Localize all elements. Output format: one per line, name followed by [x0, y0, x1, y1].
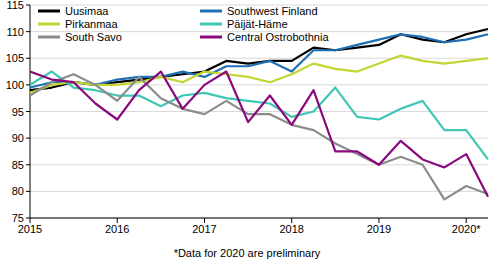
x-tick-label: 2018 [279, 223, 303, 235]
y-tick [26, 5, 30, 6]
y-tick-label: 80 [12, 185, 24, 197]
y-tick-label: 95 [12, 106, 24, 118]
y-tick-label: 100 [6, 79, 24, 91]
y-tick [26, 84, 30, 85]
legend-label: Southwest Finland [227, 5, 318, 17]
y-tick-label: 90 [12, 132, 24, 144]
x-axis [30, 218, 488, 219]
legend-swatch [200, 36, 222, 39]
grid-line [30, 111, 488, 112]
grid-line [30, 218, 488, 219]
y-tick [26, 218, 30, 219]
legend-label: Central Ostrobothnia [227, 31, 329, 43]
y-tick [26, 191, 30, 192]
y-tick [26, 58, 30, 59]
x-tick-label: 2017 [192, 223, 216, 235]
y-axis [30, 5, 31, 218]
legend: Uusimaa Southwest Finland Pirkanmaa Päijät-… [38, 5, 329, 43]
x-tick-label: 2015 [18, 223, 42, 235]
y-tick-label: 85 [12, 159, 24, 171]
annotation: *Data for 2020 are preliminary [174, 247, 321, 259]
legend-swatch [38, 36, 60, 39]
grid-line [30, 138, 488, 139]
x-tick-label: 2019 [367, 223, 391, 235]
y-tick [26, 164, 30, 165]
y-tick [26, 138, 30, 139]
grid-line [30, 58, 488, 59]
series-line [30, 72, 488, 197]
legend-label: Uusimaa [65, 5, 109, 17]
grid-line [30, 191, 488, 192]
legend-label: Päijät-Häme [227, 18, 288, 30]
legend-swatch [200, 23, 222, 26]
legend-swatch [38, 23, 60, 26]
y-tick-label: 115 [6, 0, 24, 11]
y-tick [26, 31, 30, 32]
x-tick-label: 2016 [105, 223, 129, 235]
legend-swatch [200, 10, 222, 13]
series-line [30, 74, 488, 199]
y-tick [26, 111, 30, 112]
legend-label: Pirkanmaa [65, 18, 118, 30]
chart: 7580859095100105110115201520162017201820… [0, 0, 494, 265]
y-tick-label: 110 [6, 26, 24, 38]
y-tick-label: 105 [6, 52, 24, 64]
plot-area [30, 29, 488, 199]
series-line [30, 72, 488, 160]
x-tick-label: 2020* [452, 223, 481, 235]
legend-label: South Savo [65, 31, 122, 43]
legend-swatch [38, 10, 60, 13]
